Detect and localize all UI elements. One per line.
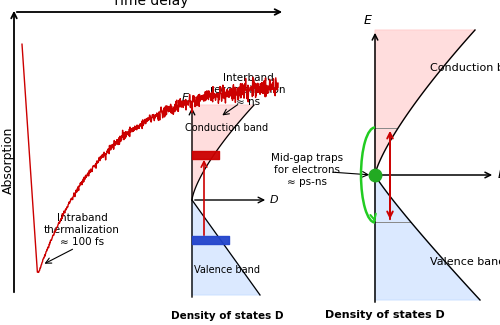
Text: Density of states D: Density of states D (325, 310, 445, 320)
Text: Mid-gap traps
for electrons
≈ ps-ns: Mid-gap traps for electrons ≈ ps-ns (271, 153, 343, 187)
Text: Absorption: Absorption (2, 126, 15, 194)
Polygon shape (192, 200, 260, 295)
Text: D: D (498, 168, 500, 181)
Polygon shape (375, 30, 475, 175)
Polygon shape (192, 105, 254, 200)
Text: Conduction band: Conduction band (430, 63, 500, 73)
Polygon shape (375, 175, 480, 300)
Text: Intraband
thermalization
≈ 100 fs: Intraband thermalization ≈ 100 fs (44, 214, 120, 247)
Text: Interband
recombination
≈ ns: Interband recombination ≈ ns (210, 73, 286, 107)
Text: Density of states D: Density of states D (171, 311, 283, 321)
Text: E: E (182, 93, 189, 103)
Text: E: E (364, 14, 372, 27)
Text: Valence band: Valence band (430, 257, 500, 267)
Text: Time delay: Time delay (112, 0, 188, 8)
Text: D: D (270, 195, 278, 205)
Text: Valence band: Valence band (194, 265, 260, 275)
Text: Conduction band: Conduction band (186, 123, 268, 133)
